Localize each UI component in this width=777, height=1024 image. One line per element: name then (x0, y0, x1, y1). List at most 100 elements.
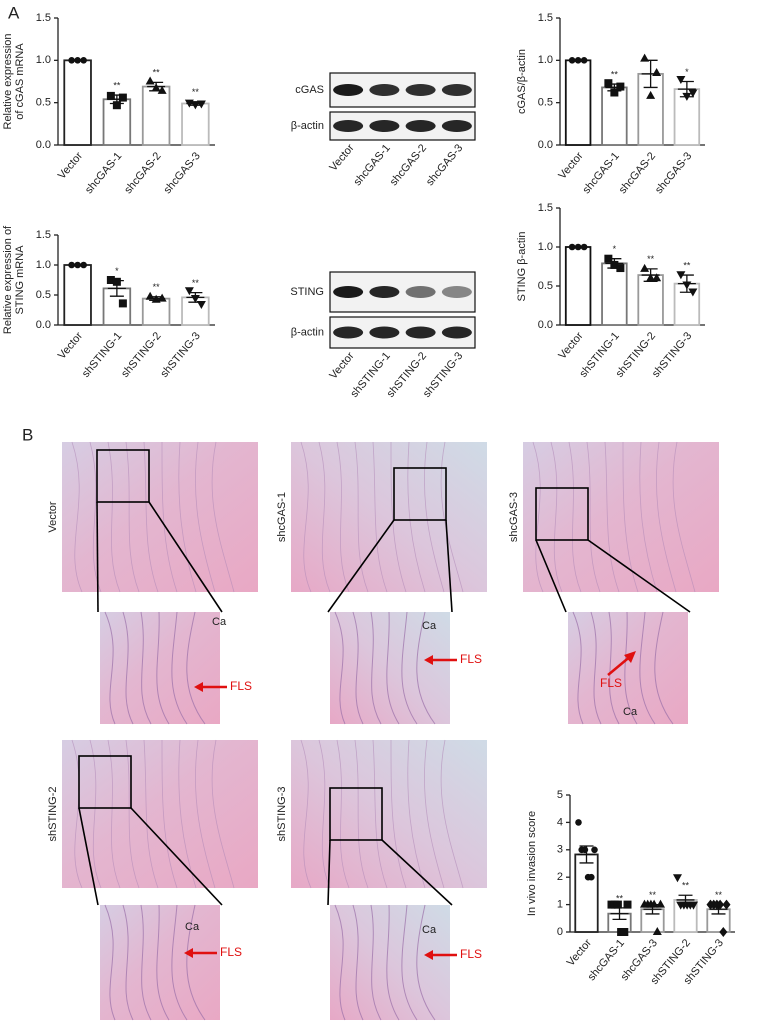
data-point (682, 92, 692, 101)
y-tick-label: 1.5 (538, 202, 553, 214)
data-point (640, 53, 650, 62)
data-point (80, 57, 87, 64)
data-point (106, 91, 115, 100)
lane-label: shcGAS-2 (388, 142, 429, 188)
data-point (118, 93, 127, 102)
tissue-fiber (318, 739, 331, 889)
zoom-line (148, 501, 223, 613)
tissue-fiber (604, 441, 620, 593)
data-point (689, 901, 699, 910)
blot-band (441, 120, 472, 132)
bar (564, 246, 592, 326)
data-point (646, 90, 656, 99)
error-bar (107, 94, 126, 105)
data-point (118, 299, 127, 308)
tissue-fiber (656, 441, 677, 593)
data-point (68, 261, 75, 269)
y-tick-label: 1.0 (538, 241, 553, 253)
data-point (145, 76, 155, 85)
y-axis-label: Relative expression (2, 34, 14, 130)
tissue-fiber (424, 441, 445, 593)
x-tick-label: Vector (56, 330, 85, 362)
zoom-line (445, 519, 453, 613)
data-point (604, 254, 613, 263)
significance-label: ** (616, 893, 624, 903)
zoom-line (327, 839, 331, 906)
tissue-fiber (140, 904, 152, 1021)
panel-label: A (8, 3, 20, 22)
data-point (722, 899, 731, 910)
image-label: shcGAS-3 (508, 492, 520, 542)
y-tick-label: 0.0 (36, 319, 51, 331)
tissue-fiber (161, 441, 178, 593)
significance-label: * (685, 67, 689, 77)
data-point (682, 281, 692, 290)
tissue-fiber (586, 441, 601, 593)
error-bar (677, 80, 696, 98)
image-label: shcGAS-1 (276, 492, 288, 542)
zoom-line (535, 539, 567, 613)
tissue-fiber (318, 441, 331, 593)
bar (141, 85, 171, 146)
tissue-fiber (639, 441, 658, 593)
bar (574, 853, 599, 933)
y-axis-label: of cGAS mRNA (14, 43, 26, 120)
blot-band (369, 286, 400, 298)
ca-label: Ca (185, 921, 200, 933)
tissue-fiber (156, 904, 170, 1021)
blot-band (405, 84, 436, 96)
tissue-fiber (336, 739, 350, 889)
data-point (652, 273, 662, 282)
data-point (190, 295, 200, 303)
tissue-fiber (334, 611, 346, 725)
significance-label: * (115, 266, 119, 276)
blot-band (369, 84, 400, 96)
data-point (157, 85, 167, 94)
error-bar (577, 845, 596, 864)
zoom-line (96, 501, 99, 613)
band-label: β-actin (291, 120, 324, 132)
tissue-fiber (370, 611, 382, 725)
y-tick-label: 1.5 (538, 12, 553, 24)
tissue-fiber (107, 739, 121, 889)
tissue-fiber (122, 611, 134, 725)
tissue-fiber (143, 441, 159, 593)
arrow-head (424, 655, 433, 665)
ca-label: Ca (422, 620, 437, 632)
tissue-fiber (354, 739, 369, 889)
tissue-fiber (334, 904, 346, 1021)
blot-band (405, 326, 436, 339)
tissue-fiber (186, 904, 206, 1021)
lane-label: shcGAS-1 (351, 142, 392, 188)
significance-label: ** (113, 80, 121, 90)
data-point (74, 57, 81, 64)
y-axis-label: STING β-actin (516, 232, 528, 302)
histology-image (291, 442, 487, 592)
tissue-fiber (416, 904, 436, 1021)
y-tick-label: 1.5 (36, 12, 51, 24)
arrow-head (624, 651, 636, 663)
error-bar (641, 59, 660, 89)
tissue-fiber (300, 739, 312, 889)
data-point (688, 288, 698, 297)
y-axis-label: STING mRNA (14, 245, 26, 315)
tissue-fiber (672, 441, 696, 593)
inset-image (330, 905, 450, 1020)
band-label: STING (290, 286, 324, 298)
tissue-fiber (171, 904, 188, 1021)
x-tick-label: Vector (56, 150, 85, 182)
data-point (151, 83, 161, 92)
tissue-fiber (71, 441, 83, 593)
inset-image (100, 612, 220, 724)
y-axis-label: In vivo invasion score (526, 811, 538, 916)
fls-label: FLS (230, 679, 252, 693)
tissue-fiber (122, 904, 134, 1021)
data-point (604, 79, 613, 88)
zoom-line (130, 807, 223, 906)
fls-label: FLS (460, 652, 482, 666)
y-tick-label: 0.5 (538, 97, 553, 109)
tissue-fiber (186, 611, 206, 725)
data-point (68, 57, 75, 64)
data-point (591, 846, 598, 854)
data-point (620, 928, 629, 936)
